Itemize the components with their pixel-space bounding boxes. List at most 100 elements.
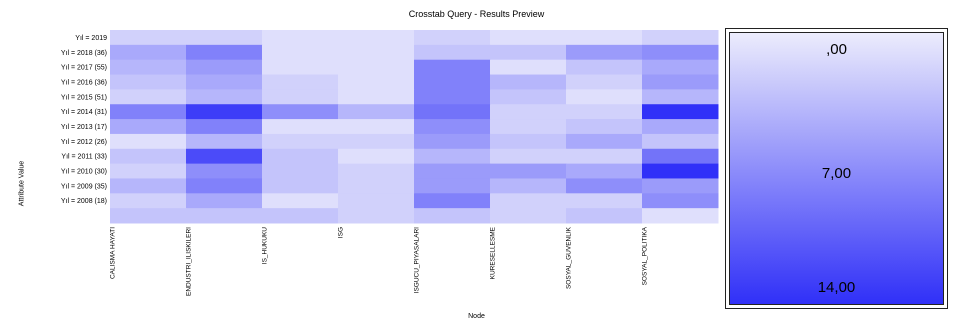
heatmap-cell [262, 89, 339, 105]
heatmap-cell [490, 59, 567, 76]
heatmap-cell [490, 119, 567, 135]
heatmap-cell [490, 104, 567, 120]
heatmap-cell [186, 30, 263, 46]
heatmap-cell [262, 178, 339, 194]
legend-max-label: 14,00 [817, 279, 856, 296]
heatmap-cell [262, 193, 339, 209]
heatmap-cell [414, 193, 491, 209]
heatmap-cell [642, 30, 719, 46]
heatmap-cell [490, 133, 567, 150]
column-label: ENDUSTRI_ILISKILERI [186, 227, 193, 296]
heatmap-cell [186, 133, 263, 150]
heatmap-cell [490, 89, 567, 105]
heatmap-cell [566, 30, 643, 46]
heatmap-cell [338, 59, 415, 76]
heatmap-cell [338, 30, 415, 46]
heatmap-cell [566, 133, 643, 150]
heatmap-cell [490, 148, 567, 165]
heatmap-cell [338, 208, 415, 224]
legend-mid-label: 7,00 [821, 165, 852, 182]
column-label: CALISMA HAYATI [110, 227, 117, 279]
heatmap-cell [110, 44, 187, 61]
heatmap-cell [642, 208, 719, 224]
heatmap-cell [262, 133, 339, 150]
heatmap-cell [262, 59, 339, 76]
heatmap-cell [490, 193, 567, 209]
heatmap-cell [642, 148, 719, 165]
heatmap-cell [414, 104, 491, 120]
heatmap-cell [490, 44, 567, 61]
heatmap-cell [414, 148, 491, 165]
heatmap-cell [566, 44, 643, 61]
heatmap-cell [414, 74, 491, 90]
heatmap-cell [642, 59, 719, 76]
heatmap-cell [110, 193, 187, 209]
heatmap-cell [338, 104, 415, 120]
heatmap-cell [186, 104, 263, 120]
heatmap-cell [262, 163, 339, 179]
heatmap-cell [110, 133, 187, 150]
heatmap-cell [110, 89, 187, 105]
heatmap-cell [490, 163, 567, 179]
row-label: Yıl = 2018 (36) [61, 50, 107, 57]
heatmap-cell [566, 104, 643, 120]
heatmap-cell [642, 89, 719, 105]
column-label: SOSYAL_POLITIKA [642, 226, 649, 285]
heatmap-cell [338, 44, 415, 61]
heatmap-cell [566, 119, 643, 135]
heatmap-cell [566, 208, 643, 224]
heatmap-cell [186, 163, 263, 179]
heatmap-cell [186, 178, 263, 194]
heatmap-cell [186, 44, 263, 61]
heatmap-cell [186, 89, 263, 105]
heatmap-cell [642, 44, 719, 61]
heatmap-cell [642, 104, 719, 120]
row-label: Yıl = 2009 (35) [61, 183, 107, 190]
heatmap-cell [110, 119, 187, 135]
row-label: Yıl = 2017 (55) [61, 65, 107, 72]
heatmap-cell [414, 59, 491, 76]
heatmap-cell [110, 178, 187, 194]
column-label: KURESELLESME [490, 226, 497, 279]
heatmap-cell [414, 133, 491, 150]
heatmap-cell [186, 74, 263, 90]
heatmap-cell [566, 148, 643, 165]
legend-min-label: ,00 [826, 41, 847, 58]
heatmap-cell [338, 133, 415, 150]
heatmap-cell [262, 30, 339, 46]
heatmap-cell [490, 208, 567, 224]
heatmap-cell [566, 178, 643, 194]
chart-title: Crosstab Query - Results Preview [408, 9, 545, 19]
heatmap-cell [110, 148, 187, 165]
heatmap-cell [262, 104, 339, 120]
heatmap-cell [642, 178, 719, 194]
heatmap-cell [490, 74, 567, 90]
heatmap-cell [338, 119, 415, 135]
heatmap-cell [414, 119, 491, 135]
heatmap-cell [642, 193, 719, 209]
heatmap-cell [414, 44, 491, 61]
row-label: Yıl = 2010 (30) [61, 169, 107, 176]
heatmap-cell [186, 119, 263, 135]
heatmap-cell [642, 133, 719, 150]
heatmap-cell [338, 89, 415, 105]
heatmap-cell [186, 193, 263, 209]
heatmap-cell [262, 119, 339, 135]
color-legend: ,00 7,00 14,00 [725, 28, 948, 309]
row-label: Yıl = 2014 (31) [61, 109, 107, 116]
heatmap-cell [566, 59, 643, 76]
heatmap-cell [414, 30, 491, 46]
heatmap-cell [262, 74, 339, 90]
heatmap-cell [262, 208, 339, 224]
heatmap-cell [566, 163, 643, 179]
heatmap-cell [338, 163, 415, 179]
heatmap-cell [186, 59, 263, 76]
row-label: Yıl = 2011 (33) [61, 154, 107, 161]
heatmap-cell [338, 74, 415, 90]
heatmap-cell [490, 30, 567, 46]
heatmap-cell [186, 148, 263, 165]
heatmap-cell [262, 44, 339, 61]
heatmap-cell [110, 74, 187, 90]
heatmap-cell [414, 89, 491, 105]
column-label: ISG [338, 227, 345, 238]
